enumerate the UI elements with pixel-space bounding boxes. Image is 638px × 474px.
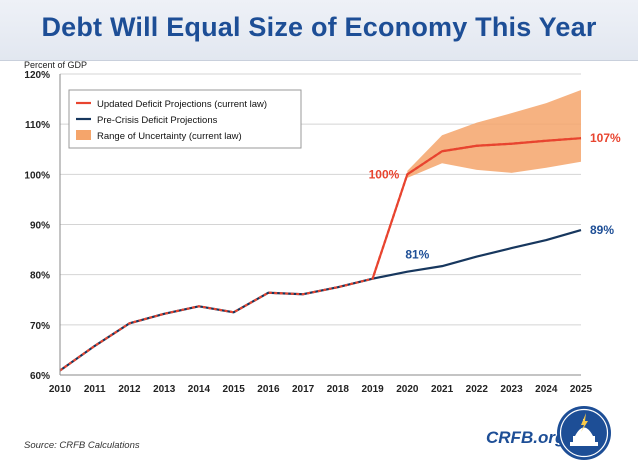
- x-tick-label: 2024: [535, 384, 558, 395]
- title-band: [0, 0, 638, 61]
- y-tick-label: 70%: [30, 321, 50, 332]
- legend-entry: Updated Deficit Projections (current law…: [97, 99, 267, 110]
- chart-title: Debt Will Equal Size of Economy This Yea…: [41, 12, 597, 42]
- legend-entry: Pre-Crisis Deficit Projections: [97, 115, 218, 126]
- y-tick-label: 120%: [24, 70, 50, 81]
- data-label: 100%: [369, 167, 400, 181]
- uncertainty-band: [407, 90, 581, 178]
- y-tick-label: 110%: [25, 120, 50, 131]
- x-tick-label: 2018: [327, 384, 350, 395]
- y-tick-label: 60%: [30, 371, 50, 382]
- x-tick-label: 2021: [431, 384, 454, 395]
- series-line-precrisis: [59, 228, 582, 372]
- data-label: 81%: [405, 248, 429, 262]
- x-tick-label: 2013: [153, 384, 176, 395]
- x-tick-label: 2023: [500, 384, 523, 395]
- x-tick-label: 2016: [257, 384, 280, 395]
- series-line-updated-projection: [371, 137, 582, 280]
- x-tick-label: 2011: [84, 384, 106, 395]
- x-tick-label: 2010: [49, 384, 72, 395]
- data-label: 107%: [590, 131, 621, 145]
- legend-swatch: [76, 130, 91, 140]
- x-tick-label: 2020: [396, 384, 419, 395]
- series-line-updated-historical: [59, 137, 582, 372]
- x-tick-label: 2015: [223, 384, 246, 395]
- y-tick-label: 90%: [30, 221, 50, 232]
- legend-box: [68, 89, 302, 149]
- y-axis-label: Percent of GDP: [24, 60, 87, 70]
- x-tick-label: 2025: [570, 384, 593, 395]
- capitol-seal-icon: [557, 406, 611, 460]
- x-tick-label: 2022: [466, 384, 489, 395]
- x-tick-label: 2014: [188, 384, 211, 395]
- y-tick-label: 100%: [24, 170, 50, 181]
- y-tick-label: 80%: [30, 271, 50, 282]
- x-tick-label: 2012: [118, 384, 141, 395]
- legend-entry: Range of Uncertainty (current law): [97, 131, 242, 142]
- x-tick-label: 2019: [361, 384, 384, 395]
- source-note: Source: CRFB Calculations: [24, 440, 140, 451]
- brand-link[interactable]: CRFB.org: [486, 428, 566, 447]
- x-tick-label: 2017: [292, 384, 315, 395]
- data-label: 89%: [590, 223, 614, 237]
